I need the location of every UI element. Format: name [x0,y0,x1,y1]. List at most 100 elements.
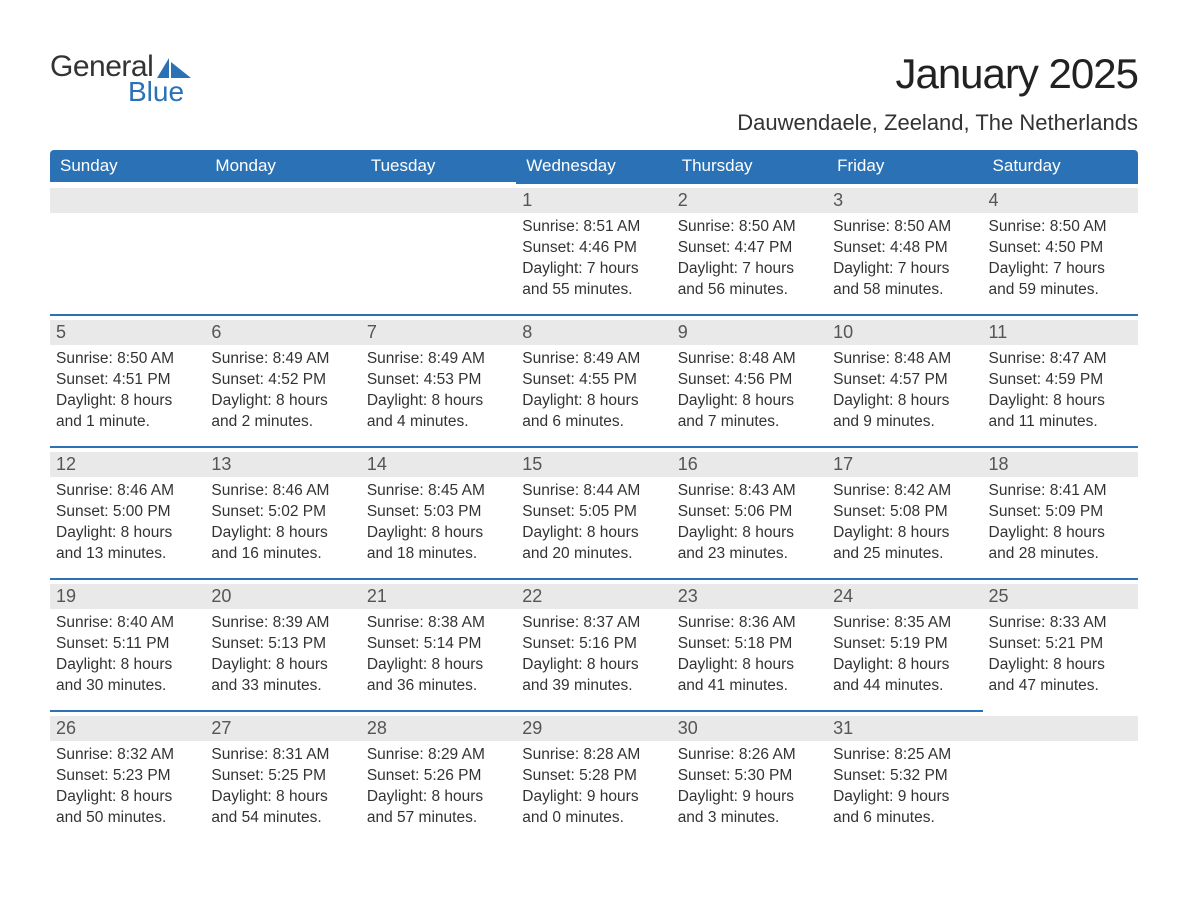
day-number-bar: 14 [361,452,516,477]
calendar-day-empty [361,182,516,314]
day-body: Sunrise: 8:41 AMSunset: 5:09 PMDaylight:… [989,481,1132,565]
calendar-week: 19 Sunrise: 8:40 AMSunset: 5:11 PMDayligh… [50,578,1138,710]
daylight-text: Daylight: 8 hours and 39 minutes. [522,655,665,697]
day-number: 26 [56,718,76,738]
sunset-text: Sunset: 4:47 PM [678,238,821,259]
sunrise-text: Sunrise: 8:48 AM [678,349,821,370]
calendar: SundayMondayTuesdayWednesdayThursdayFrid… [50,150,1138,842]
day-number-bar: 17 [827,452,982,477]
sunrise-text: Sunrise: 8:29 AM [367,745,510,766]
day-number [989,718,994,738]
day-number: 8 [522,322,532,342]
day-number: 17 [833,454,853,474]
day-body: Sunrise: 8:45 AMSunset: 5:03 PMDaylight:… [367,481,510,565]
sunrise-text: Sunrise: 8:48 AM [833,349,976,370]
sunset-text: Sunset: 5:03 PM [367,502,510,523]
day-body: Sunrise: 8:44 AMSunset: 5:05 PMDaylight:… [522,481,665,565]
calendar-day: 9Sunrise: 8:48 AMSunset: 4:56 PMDaylight… [672,314,827,446]
sunrise-text: Sunrise: 8:36 AM [678,613,821,634]
day-number-bar: 5 [50,320,205,345]
day-body: Sunrise: 8:38 AMSunset: 5:14 PMDaylight:… [367,613,510,697]
day-number-bar: 3 [827,188,982,213]
day-number-bar: 7 [361,320,516,345]
calendar-day: 8Sunrise: 8:49 AMSunset: 4:55 PMDaylight… [516,314,671,446]
day-body: Sunrise: 8:39 AMSunset: 5:13 PMDaylight:… [211,613,354,697]
calendar-day: 22Sunrise: 8:37 AMSunset: 5:16 PMDayligh… [516,578,671,710]
day-number-bar: 11 [983,320,1138,345]
day-number: 30 [678,718,698,738]
day-number: 25 [989,586,1009,606]
day-number-bar: 30 [672,716,827,741]
title-block: January 2025 Dauwendaele, Zeeland, The N… [737,50,1138,136]
logo-text-bottom: Blue [128,76,184,108]
day-number-bar: 9 [672,320,827,345]
sunset-text: Sunset: 5:21 PM [989,634,1132,655]
sunset-text: Sunset: 5:25 PM [211,766,354,787]
sunset-text: Sunset: 5:00 PM [56,502,199,523]
sunrise-text: Sunrise: 8:43 AM [678,481,821,502]
sunrise-text: Sunrise: 8:51 AM [522,217,665,238]
sunset-text: Sunset: 5:09 PM [989,502,1132,523]
day-body: Sunrise: 8:40 AMSunset: 5:11 PMDaylight:… [56,613,199,697]
daylight-text: Daylight: 8 hours and 28 minutes. [989,523,1132,565]
day-number: 11 [989,322,1008,342]
daylight-text: Daylight: 9 hours and 6 minutes. [833,787,976,829]
sunrise-text: Sunrise: 8:40 AM [56,613,199,634]
daylight-text: Daylight: 8 hours and 41 minutes. [678,655,821,697]
day-body: Sunrise: 8:33 AMSunset: 5:21 PMDaylight:… [989,613,1132,697]
calendar-day-empty [50,182,205,314]
sunrise-text: Sunrise: 8:31 AM [211,745,354,766]
day-body: Sunrise: 8:46 AMSunset: 5:00 PMDaylight:… [56,481,199,565]
day-number-bar: 24 [827,584,982,609]
day-number-bar: 2 [672,188,827,213]
day-number-bar: 4 [983,188,1138,213]
day-number: 1 [522,190,532,210]
sunset-text: Sunset: 4:48 PM [833,238,976,259]
calendar-day: 18Sunrise: 8:41 AMSunset: 5:09 PMDayligh… [983,446,1138,578]
day-number: 31 [833,718,853,738]
day-number-bar: 16 [672,452,827,477]
sunset-text: Sunset: 5:13 PM [211,634,354,655]
day-number-bar: 13 [205,452,360,477]
day-number-bar: 19 [50,584,205,609]
day-number: 7 [367,322,377,342]
daylight-text: Daylight: 8 hours and 9 minutes. [833,391,976,433]
sunset-text: Sunset: 4:51 PM [56,370,199,391]
calendar-day: 10Sunrise: 8:48 AMSunset: 4:57 PMDayligh… [827,314,982,446]
day-number: 13 [211,454,231,474]
day-number-bar [983,716,1138,741]
day-number-bar: 23 [672,584,827,609]
calendar-day: 6Sunrise: 8:49 AMSunset: 4:52 PMDaylight… [205,314,360,446]
day-number: 24 [833,586,853,606]
calendar-week: 5Sunrise: 8:50 AMSunset: 4:51 PMDaylight… [50,314,1138,446]
calendar-day: 3Sunrise: 8:50 AMSunset: 4:48 PMDaylight… [827,182,982,314]
sunrise-text: Sunrise: 8:32 AM [56,745,199,766]
sunrise-text: Sunrise: 8:49 AM [367,349,510,370]
day-number: 15 [522,454,542,474]
day-body: Sunrise: 8:42 AMSunset: 5:08 PMDaylight:… [833,481,976,565]
daylight-text: Daylight: 8 hours and 25 minutes. [833,523,976,565]
sunset-text: Sunset: 5:16 PM [522,634,665,655]
calendar-day: 25 Sunrise: 8:33 AMSunset: 5:21 PMDayligh… [983,578,1138,710]
weekday-header: Friday [827,150,982,182]
day-number-bar: 10 [827,320,982,345]
sunrise-text: Sunrise: 8:46 AM [211,481,354,502]
sunset-text: Sunset: 5:08 PM [833,502,976,523]
sunset-text: Sunset: 4:59 PM [989,370,1132,391]
calendar-day: 23Sunrise: 8:36 AMSunset: 5:18 PMDayligh… [672,578,827,710]
weekday-header: Monday [205,150,360,182]
daylight-text: Daylight: 8 hours and 4 minutes. [367,391,510,433]
day-number: 22 [522,586,542,606]
daylight-text: Daylight: 8 hours and 54 minutes. [211,787,354,829]
sunrise-text: Sunrise: 8:50 AM [989,217,1132,238]
calendar-day: 14 Sunrise: 8:45 AMSunset: 5:03 PMDayligh… [361,446,516,578]
day-number-bar: 6 [205,320,360,345]
calendar-day: 26Sunrise: 8:32 AMSunset: 5:23 PMDayligh… [50,710,205,842]
sunset-text: Sunset: 5:02 PM [211,502,354,523]
daylight-text: Daylight: 8 hours and 16 minutes. [211,523,354,565]
day-number-bar: 21 [361,584,516,609]
daylight-text: Daylight: 8 hours and 23 minutes. [678,523,821,565]
day-number-bar: 20 [205,584,360,609]
daylight-text: Daylight: 8 hours and 11 minutes. [989,391,1132,433]
day-number: 27 [211,718,231,738]
